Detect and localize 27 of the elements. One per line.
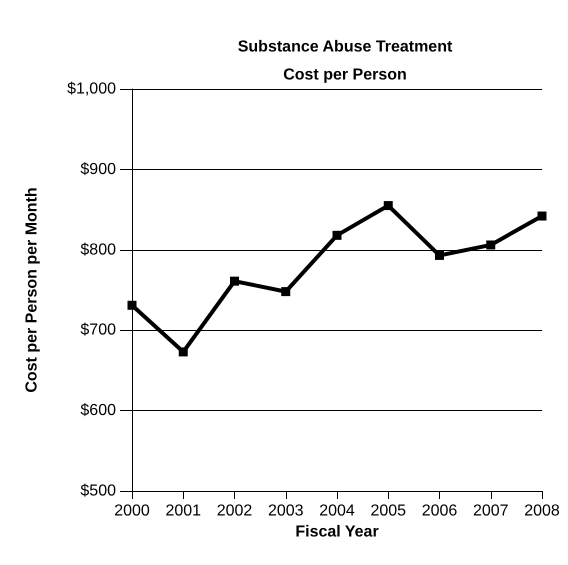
point — [384, 201, 393, 210]
point — [230, 276, 239, 286]
x-tick-label: 2007 — [472, 502, 509, 520]
x-tick-label: 2005 — [370, 502, 406, 520]
y-axis-title: Cost per Person per Month — [24, 187, 40, 393]
x-tick-label: 2001 — [165, 502, 202, 520]
chart-title: Substance Abuse Treatment Cost per Person — [238, 38, 453, 84]
x-tick-label: 2000 — [114, 502, 150, 520]
point — [128, 300, 136, 310]
y-tick-label: $700 — [80, 322, 116, 339]
y-tick-label: $600 — [80, 402, 116, 420]
x-tick-label: 2006 — [422, 502, 458, 520]
point — [538, 212, 546, 221]
x-tick-label: 2003 — [268, 502, 304, 520]
x-tick-label: 2002 — [216, 502, 252, 520]
y-tick-label: $500 — [80, 482, 116, 500]
x-tick-label: 2008 — [524, 502, 560, 520]
x-tick-label: 2004 — [319, 502, 355, 520]
y-tick-label: $800 — [80, 241, 116, 258]
point — [435, 250, 444, 260]
y-tick-label: $900 — [80, 160, 116, 178]
point — [178, 347, 188, 356]
point — [281, 287, 290, 296]
point — [332, 230, 342, 240]
y-tick-label: $1,000 — [67, 80, 116, 98]
x-axis-title: Fiscal Year — [295, 523, 379, 540]
point — [486, 240, 496, 250]
